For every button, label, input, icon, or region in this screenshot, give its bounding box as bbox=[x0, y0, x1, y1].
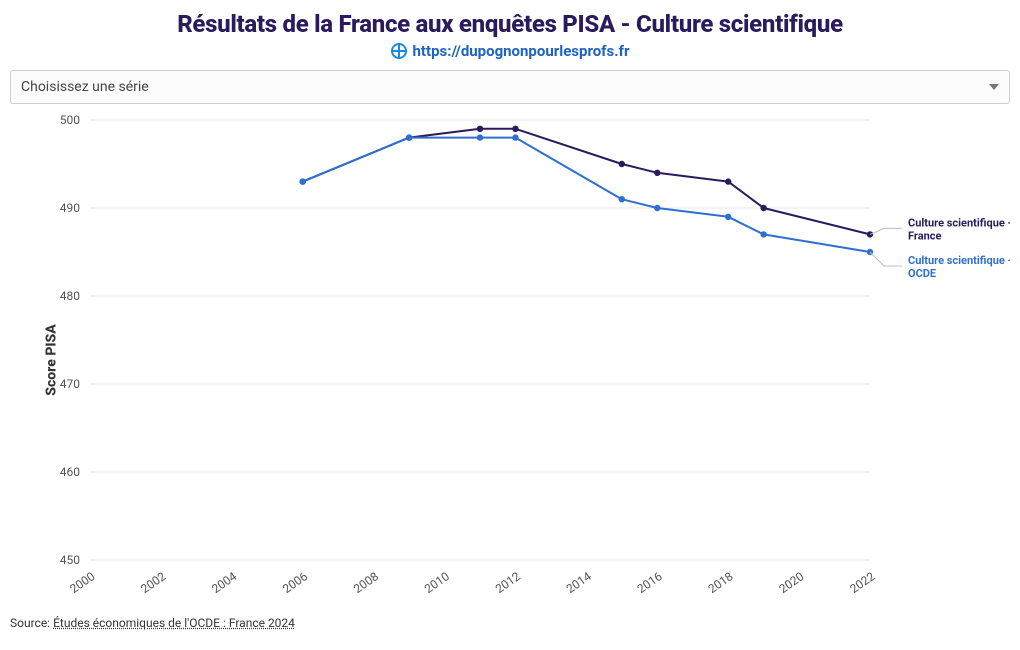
svg-text:460: 460 bbox=[60, 465, 80, 479]
series-label: OCDE bbox=[908, 267, 936, 280]
svg-text:470: 470 bbox=[60, 377, 80, 391]
data-point bbox=[512, 126, 518, 132]
data-point bbox=[619, 161, 625, 167]
data-point bbox=[619, 196, 625, 202]
series-line bbox=[303, 129, 870, 235]
svg-text:2014: 2014 bbox=[564, 569, 594, 596]
svg-text:2016: 2016 bbox=[635, 569, 665, 596]
data-point bbox=[760, 205, 766, 211]
data-point bbox=[654, 170, 660, 176]
svg-text:450: 450 bbox=[60, 553, 80, 567]
svg-text:2022: 2022 bbox=[847, 569, 877, 596]
svg-text:2000: 2000 bbox=[67, 569, 97, 596]
svg-text:2010: 2010 bbox=[422, 569, 452, 596]
series-label: Culture scientifique - bbox=[908, 254, 1010, 267]
svg-text:2012: 2012 bbox=[493, 569, 523, 596]
data-point bbox=[477, 126, 483, 132]
source-link[interactable]: Études économiques de l'OCDE : France 20… bbox=[53, 616, 295, 630]
source-line: Source: Études économiques de l'OCDE : F… bbox=[10, 616, 1010, 630]
svg-text:480: 480 bbox=[60, 289, 80, 303]
series-label: Culture scientifique - bbox=[908, 216, 1010, 229]
data-point bbox=[725, 178, 731, 184]
svg-text:500: 500 bbox=[60, 113, 80, 127]
svg-text:2004: 2004 bbox=[209, 569, 239, 596]
y-axis-title: Score PISA bbox=[44, 324, 60, 395]
subtitle-url-text: https://dupognonpourlesprofs.fr bbox=[413, 42, 630, 60]
source-prefix: Source: bbox=[10, 616, 53, 630]
data-point bbox=[406, 134, 412, 140]
svg-text:2020: 2020 bbox=[776, 569, 806, 596]
series-line bbox=[303, 138, 870, 252]
globe-icon bbox=[391, 43, 407, 59]
data-point bbox=[512, 134, 518, 140]
data-point bbox=[725, 214, 731, 220]
dropdown-placeholder: Choisissez une série bbox=[21, 79, 149, 95]
data-point bbox=[867, 231, 873, 237]
data-point bbox=[654, 205, 660, 211]
data-point bbox=[300, 178, 306, 184]
chart-area: Score PISA 450 460 470 480 490 500 2000 2002 200… bbox=[10, 110, 1010, 610]
svg-text:490: 490 bbox=[60, 201, 80, 215]
series-label: France bbox=[908, 229, 942, 242]
subtitle-link[interactable]: https://dupognonpourlesprofs.fr bbox=[10, 42, 1010, 60]
data-point bbox=[477, 134, 483, 140]
svg-text:2002: 2002 bbox=[138, 569, 168, 596]
chart-title: Résultats de la France aux enquêtes PISA… bbox=[10, 10, 1010, 38]
svg-text:2008: 2008 bbox=[351, 569, 381, 596]
data-point bbox=[760, 231, 766, 237]
series-dropdown[interactable]: Choisissez une série bbox=[10, 70, 1010, 104]
svg-text:2018: 2018 bbox=[706, 569, 736, 596]
chart-svg: 450 460 470 480 490 500 2000 2002 2004 2006 2008 20… bbox=[10, 110, 1010, 610]
svg-text:2006: 2006 bbox=[280, 569, 310, 596]
